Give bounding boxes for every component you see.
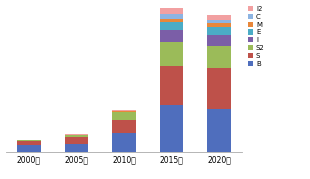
Bar	[160, 30, 184, 42]
Bar	[64, 135, 88, 137]
Bar	[160, 66, 184, 105]
Bar	[112, 120, 136, 133]
Bar	[64, 134, 88, 135]
Bar	[64, 144, 88, 152]
Bar	[17, 140, 41, 141]
Bar	[207, 15, 231, 20]
Bar	[112, 111, 136, 112]
Bar	[64, 137, 88, 144]
Legend: I2, C, M, E, I, S2, S, B: I2, C, M, E, I, S2, S, B	[248, 6, 265, 67]
Bar	[207, 46, 231, 67]
Bar	[160, 8, 184, 14]
Bar	[207, 27, 231, 35]
Bar	[160, 19, 184, 22]
Bar	[112, 133, 136, 152]
Bar	[160, 105, 184, 152]
Bar	[207, 20, 231, 23]
Bar	[112, 110, 136, 111]
Bar	[112, 112, 136, 120]
Bar	[160, 42, 184, 66]
Bar	[17, 141, 41, 145]
Bar	[207, 23, 231, 27]
Bar	[207, 67, 231, 109]
Bar	[207, 109, 231, 152]
Bar	[160, 22, 184, 30]
Bar	[17, 145, 41, 152]
Bar	[160, 14, 184, 19]
Bar	[207, 35, 231, 46]
